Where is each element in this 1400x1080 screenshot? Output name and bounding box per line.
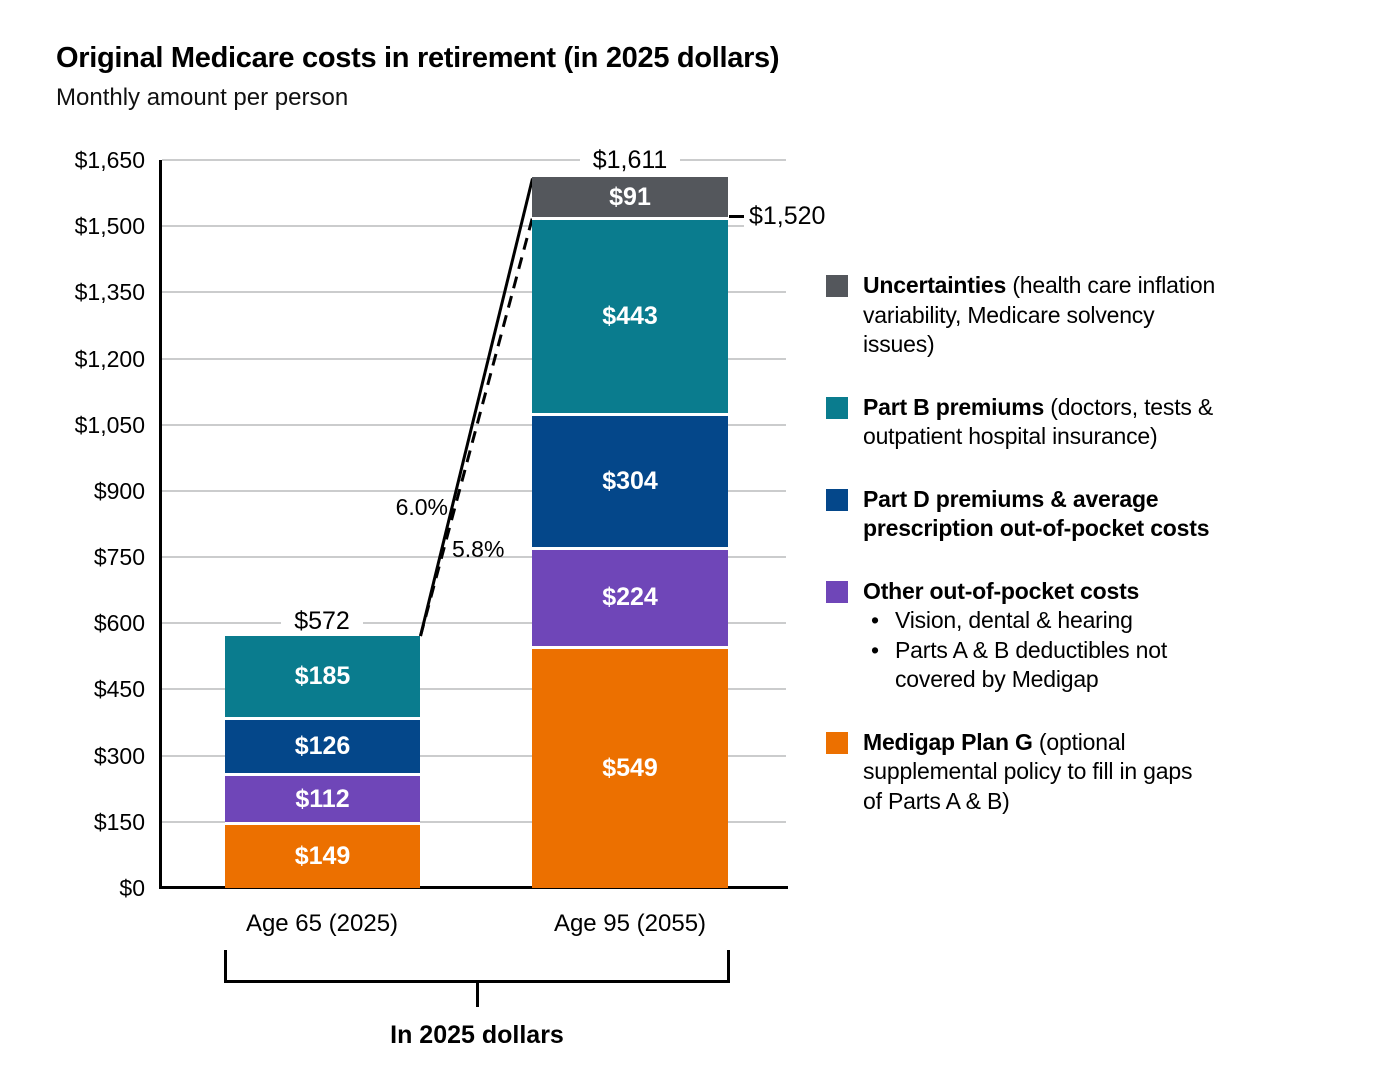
legend-name: Uncertainties: [863, 272, 1007, 298]
bar-segment-uncertainties: $91: [532, 177, 728, 218]
legend-item-other-out-of-pocket-costs: Other out-of-pocket costsVision, dental …: [826, 577, 1218, 695]
legend-item-medigap-plan-g: Medigap Plan G (optional supplemental po…: [826, 728, 1218, 817]
legend-name: Part B premiums: [863, 393, 1045, 420]
segment-value-label: $224: [602, 583, 658, 612]
axis-note-label: In 2025 dollars: [390, 1021, 564, 1049]
y-gridline: [162, 688, 786, 691]
y-tick-label: $1,500: [74, 213, 145, 240]
legend-bullet-list: Vision, dental & hearingParts A & B dedu…: [863, 606, 1217, 695]
y-tick-label: $1,200: [74, 345, 145, 372]
chart-subtitle: Monthly amount per person: [56, 84, 349, 111]
bar-total-label-age65: $572: [212, 607, 432, 635]
legend-swatch-other-out-of-pocket-costs: [826, 580, 848, 603]
y-gridline: [162, 820, 786, 823]
x-category-label-age95: Age 95 (2055): [553, 910, 707, 937]
bar-segment-medigap-plan-g: $549: [532, 645, 728, 888]
y-tick-label: $0: [119, 875, 145, 901]
growth-rate-label-solid: 6.0%: [395, 494, 448, 520]
legend-swatch-medigap-plan-g: [826, 731, 848, 754]
legend-bullet: Vision, dental & hearing: [863, 606, 1217, 636]
bar-segment-part-d-premiums: $126: [225, 717, 420, 773]
y-tick-label: $750: [93, 544, 145, 571]
bar-segment-other-out-of-pocket-costs: $224: [532, 546, 728, 646]
bar-segment-part-b-premiums: $185: [225, 635, 420, 718]
y-gridline: [162, 159, 786, 161]
legend-swatch-uncertainties: [826, 275, 848, 297]
y-axis-line: [159, 160, 162, 889]
legend-name: Medigap Plan G: [863, 728, 1033, 755]
segment-value-label: $443: [602, 302, 658, 331]
legend: Uncertainties (health care inflation var…: [826, 271, 1218, 816]
legend-swatch-part-d-premiums: [826, 488, 848, 511]
segment-value-label: $91: [609, 182, 651, 211]
growth-rate-label-dashed: 5.8%: [452, 536, 505, 562]
legend-item-uncertainties: Uncertainties (health care inflation var…: [826, 271, 1218, 360]
segment-value-label: $126: [294, 732, 351, 761]
bracket-left-tick: [224, 950, 227, 983]
segment-value-label: $549: [602, 753, 658, 782]
segment-value-label: $185: [294, 661, 351, 690]
legend-text-part-d-premiums: Part D premiums & average prescription o…: [863, 485, 1217, 544]
y-tick-label: $1,050: [74, 411, 145, 438]
segment-value-label: $149: [294, 842, 351, 871]
growth-line-solid: [419, 178, 534, 637]
chart-title: Original Medicare costs in retirement (i…: [56, 42, 780, 74]
legend-name: Other out-of-pocket costs: [863, 577, 1140, 604]
legend-text-uncertainties: Uncertainties (health care inflation var…: [863, 271, 1217, 360]
y-tick-label: $1,650: [74, 147, 145, 173]
y-tick-label: $600: [93, 610, 145, 637]
y-tick-label: $450: [93, 676, 145, 703]
legend-text-other-out-of-pocket-costs: Other out-of-pocket costsVision, dental …: [863, 577, 1217, 695]
bar-segment-medigap-plan-g: $149: [225, 822, 420, 888]
y-tick-label: $300: [93, 742, 145, 769]
subtotal-label: $1,520: [744, 202, 831, 230]
legend-description: (health care inflation variability, Medi…: [863, 272, 1216, 357]
subtotal-leader-line: [729, 215, 745, 218]
legend-text-medigap-plan-g: Medigap Plan G (optional supplemental po…: [863, 728, 1217, 817]
legend-description: (doctors, tests & outpatient hospital in…: [863, 393, 1214, 450]
bracket-bottom-line: [224, 980, 730, 983]
x-axis-line: [159, 886, 788, 889]
bracket-right-tick: [727, 950, 730, 983]
bar-segment-part-d-premiums: $304: [532, 412, 728, 547]
bracket-stem-line: [476, 983, 479, 1007]
legend-text-part-b-premiums: Part B premiums (doctors, tests & outpat…: [863, 393, 1217, 452]
growth-line-dashed: [419, 217, 534, 637]
bar-total-label-age95: $1,611: [520, 146, 740, 174]
y-gridline: [162, 754, 786, 757]
legend-item-part-d-premiums: Part D premiums & average prescription o…: [826, 485, 1218, 544]
legend-swatch-part-b-premiums: [826, 396, 848, 419]
segment-value-label: $112: [295, 784, 350, 813]
legend-name: Part D premiums & average prescription o…: [863, 485, 1210, 542]
y-tick-label: $1,350: [74, 279, 145, 306]
bar-segment-other-out-of-pocket-costs: $112: [225, 772, 420, 823]
y-tick-label: $150: [93, 808, 145, 835]
y-tick-label: $900: [93, 477, 145, 504]
legend-description: (optional supplemental policy to fill in…: [863, 728, 1193, 814]
bar-segment-part-b-premiums: $443: [532, 217, 728, 413]
segment-value-label: $304: [602, 466, 658, 495]
legend-item-part-b-premiums: Part B premiums (doctors, tests & outpat…: [826, 393, 1218, 452]
x-category-label-age65: Age 65 (2025): [245, 910, 399, 937]
legend-bullet: Parts A & B deductibles not covered by M…: [863, 636, 1217, 695]
